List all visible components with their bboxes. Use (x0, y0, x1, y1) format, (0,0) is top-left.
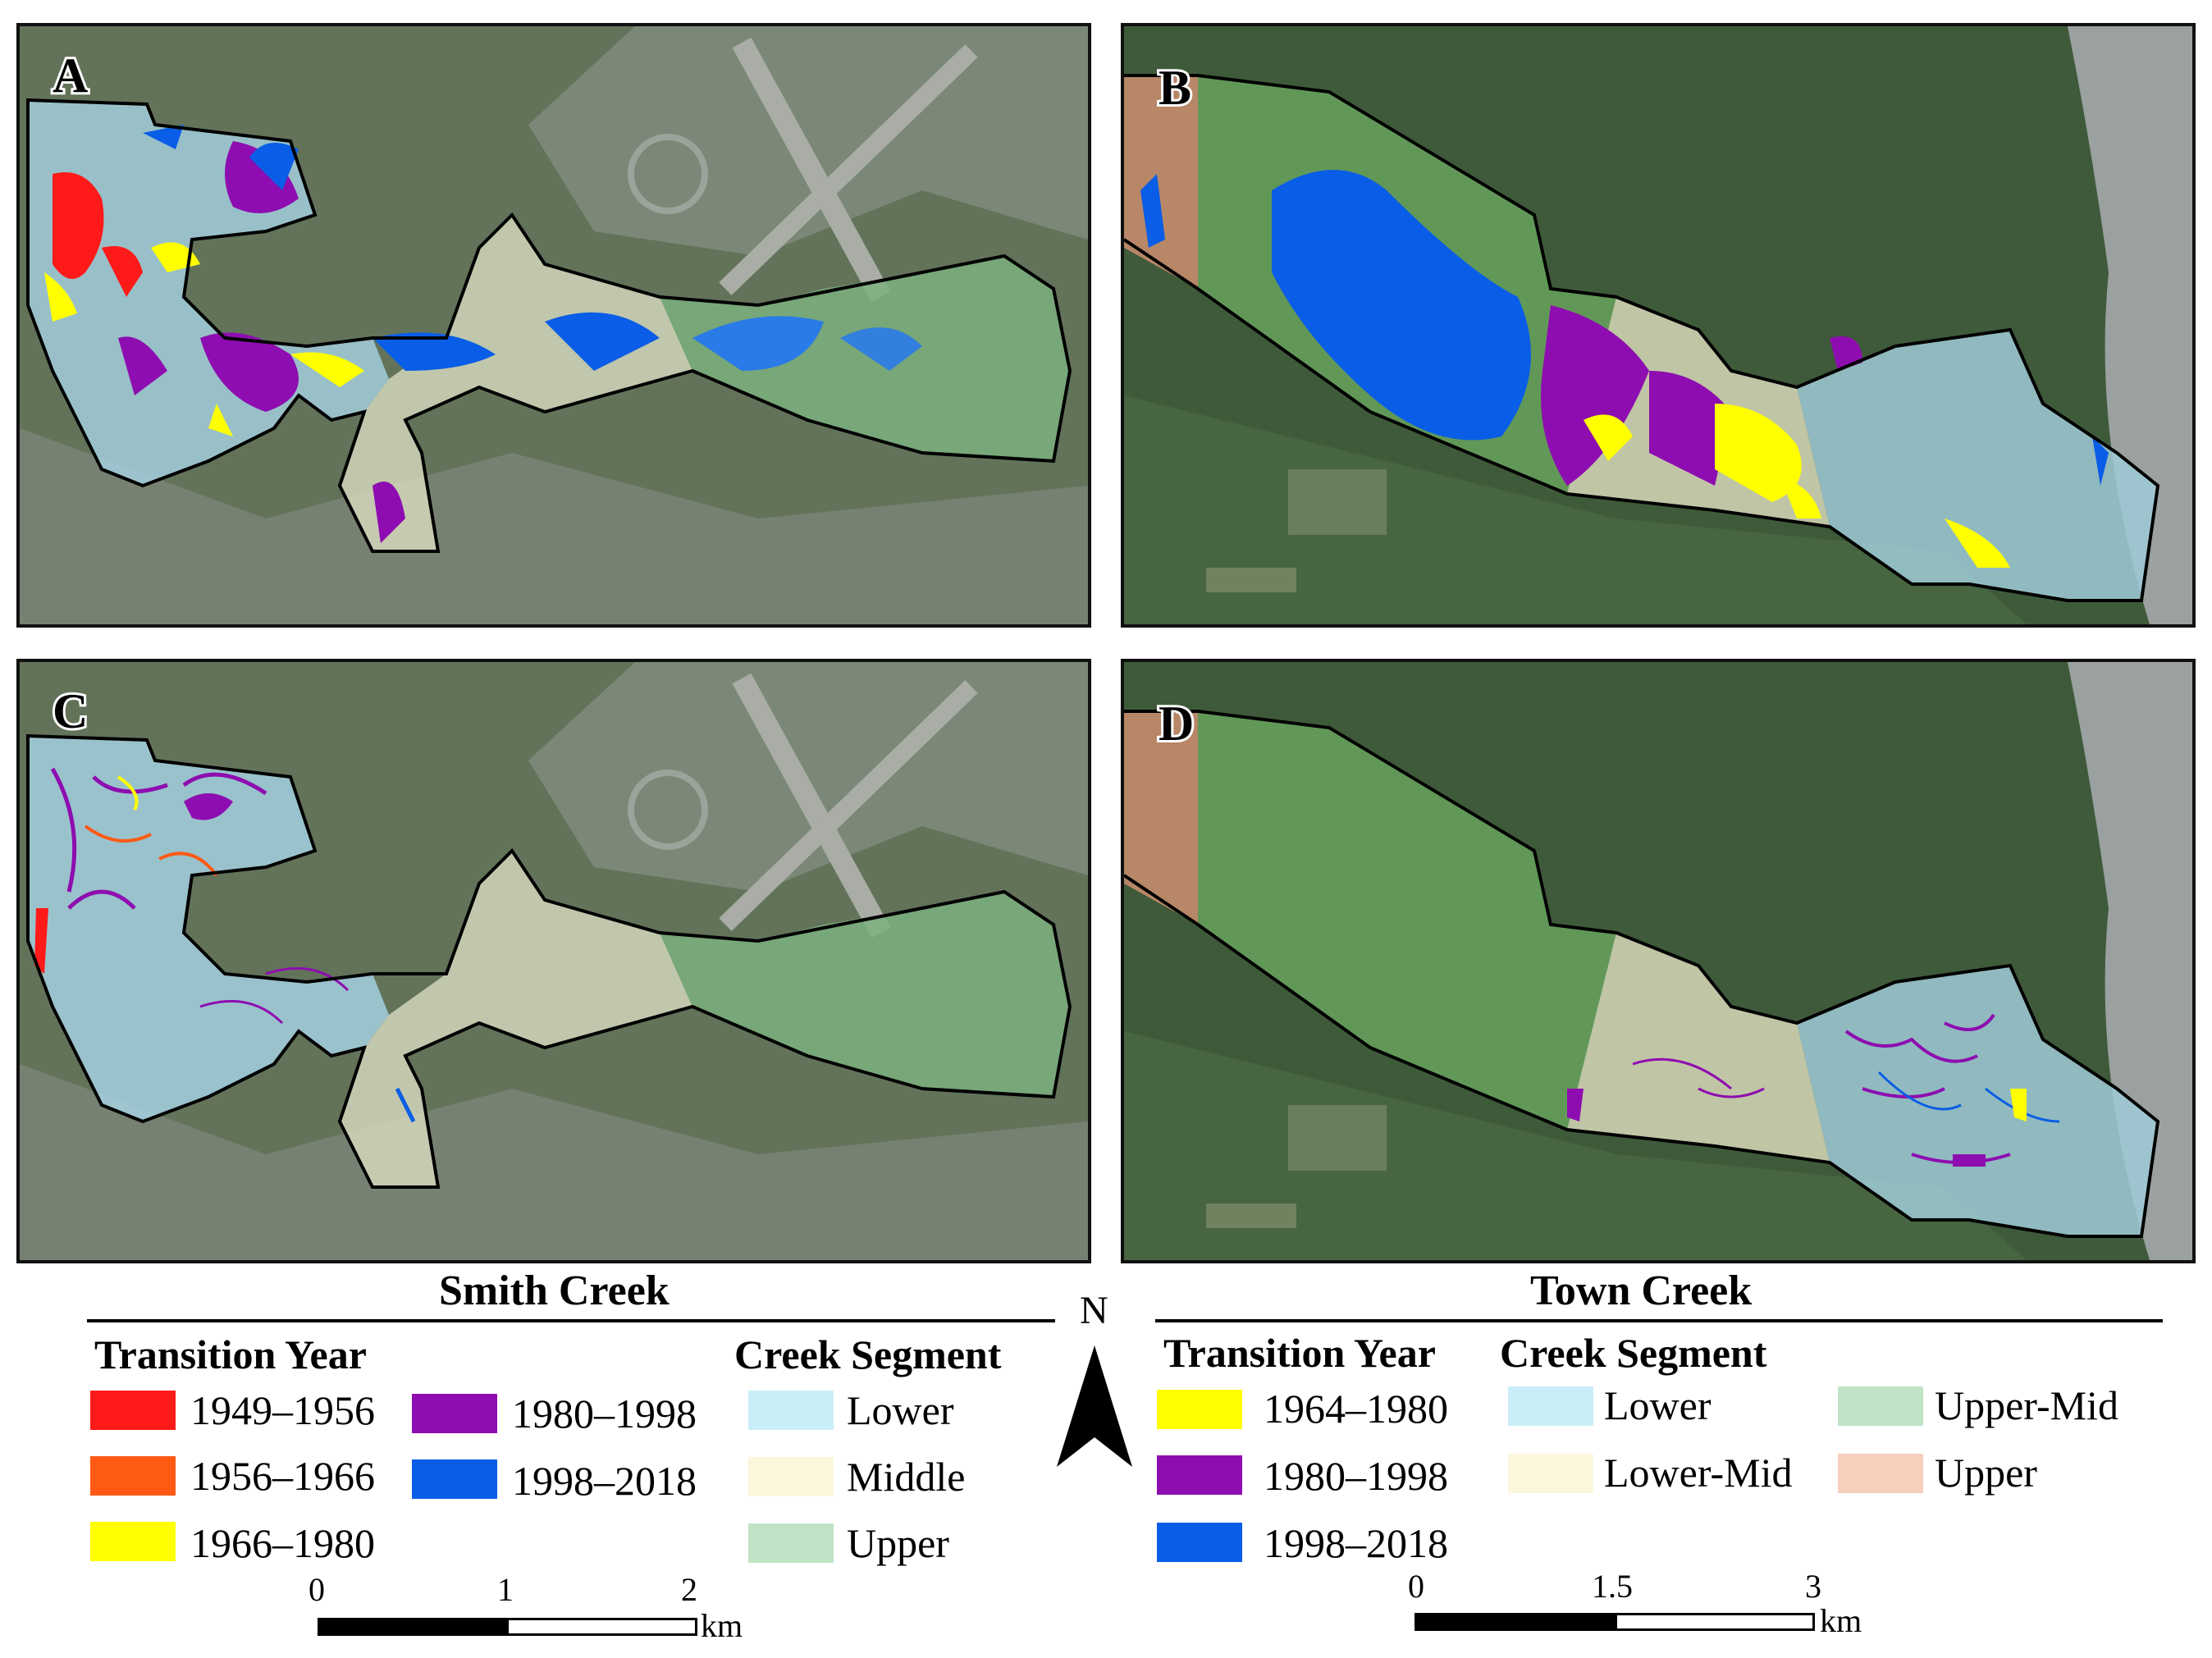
north-arrow-icon (1057, 1345, 1132, 1467)
scale-smith-unit: km (701, 1607, 743, 1644)
swatch-town-upper (1838, 1454, 1923, 1493)
swatch-town-1998 (1157, 1523, 1242, 1562)
swatch-smith-1980 (412, 1394, 497, 1433)
label-town-uppermid: Upper-Mid (1935, 1382, 2118, 1428)
swatch-smith-upper (748, 1523, 834, 1563)
map-panel-b: B (1121, 23, 2196, 628)
scale-smith-tick-0: 0 (308, 1571, 325, 1608)
label-town-1980: 1980–1998 (1264, 1453, 1448, 1499)
divider-town (1155, 1319, 2163, 1322)
label-town-upper: Upper (1935, 1450, 2037, 1496)
swatch-town-lower (1508, 1386, 1593, 1426)
label-smith-1966: 1966–1980 (190, 1520, 375, 1566)
map-panel-c: C (16, 659, 1091, 1263)
panel-label-b: B (1159, 61, 1191, 115)
scale-bar-smith (318, 1618, 697, 1636)
swatch-town-lowermid (1508, 1454, 1593, 1493)
segment-heading-smith: Creek Segment (734, 1331, 1002, 1377)
label-town-1964: 1964–1980 (1264, 1386, 1448, 1432)
label-town-1998: 1998–2018 (1264, 1520, 1448, 1566)
scale-smith-tick-1: 1 (497, 1571, 514, 1608)
panel-label-a: A (53, 48, 88, 103)
swatch-smith-1956 (90, 1456, 176, 1496)
panel-label-c: C (53, 684, 88, 738)
scale-town-unit: km (1820, 1602, 1862, 1639)
map-panel-d: D (1121, 659, 2196, 1263)
swatch-smith-1998 (412, 1459, 497, 1499)
swatch-smith-lower (748, 1391, 834, 1430)
transition-heading-smith: Transition Year (94, 1331, 367, 1377)
scale-town-tick-2: 3 (1805, 1568, 1821, 1605)
swatch-smith-middle (748, 1457, 834, 1496)
scale-town-tick-0: 0 (1408, 1568, 1424, 1605)
label-smith-middle: Middle (847, 1454, 966, 1500)
scale-bar-town (1414, 1613, 1815, 1631)
label-smith-1956: 1956–1966 (190, 1453, 375, 1499)
legend-title-smith: Smith Creek (439, 1267, 670, 1314)
label-town-lower: Lower (1604, 1382, 1712, 1428)
divider-smith (87, 1319, 1055, 1322)
label-smith-lower: Lower (847, 1387, 954, 1433)
label-smith-1980: 1980–1998 (512, 1391, 697, 1436)
scale-town-tick-1: 1.5 (1592, 1568, 1633, 1605)
swatch-town-1964 (1157, 1390, 1242, 1429)
label-town-lowermid: Lower-Mid (1604, 1450, 1793, 1496)
panel-label-d: D (1159, 697, 1194, 751)
swatch-smith-1966 (90, 1522, 176, 1561)
label-smith-upper: Upper (847, 1520, 949, 1566)
label-smith-1949: 1949–1956 (190, 1387, 375, 1433)
scale-smith-tick-2: 2 (681, 1571, 697, 1608)
legend-title-town: Town Creek (1530, 1267, 1753, 1314)
transition-heading-town: Transition Year (1163, 1330, 1436, 1376)
segment-heading-town: Creek Segment (1500, 1330, 1767, 1376)
north-label: N (1080, 1289, 1108, 1332)
label-smith-1998: 1998–2018 (512, 1458, 697, 1504)
swatch-town-1980 (1157, 1455, 1242, 1495)
map-panel-a: A (16, 23, 1091, 628)
swatch-smith-1949 (90, 1391, 176, 1430)
swatch-town-uppermid (1838, 1386, 1923, 1426)
